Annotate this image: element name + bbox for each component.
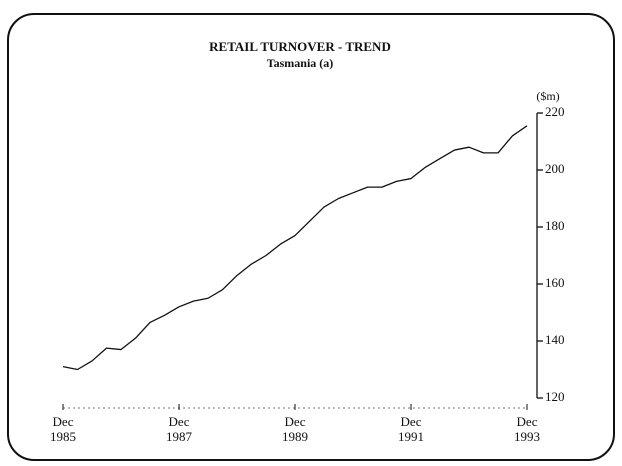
x-tick-label: Dec 1987 [166, 414, 192, 444]
chart-title: RETAIL TURNOVER - TREND [209, 39, 391, 54]
line [62, 125, 528, 371]
y-axis-label: ($m) [536, 89, 559, 103]
y-tick-label: 180 [545, 218, 565, 233]
chart-subtitle: Tasmania (a) [267, 56, 334, 70]
y-tick-label: 220 [545, 104, 565, 119]
y-tick-label: 200 [545, 161, 565, 176]
x-tick-label: Dec 1989 [282, 414, 308, 444]
x-tick-label: Dec 1985 [50, 414, 76, 444]
y-tick-label: 140 [545, 332, 565, 347]
x-tick-label: Dec 1993 [514, 414, 540, 444]
y-tick-label: 160 [545, 275, 565, 290]
x-tick-label: Dec 1991 [398, 414, 424, 444]
frame [7, 13, 615, 461]
y-tick-label: 120 [545, 389, 565, 404]
